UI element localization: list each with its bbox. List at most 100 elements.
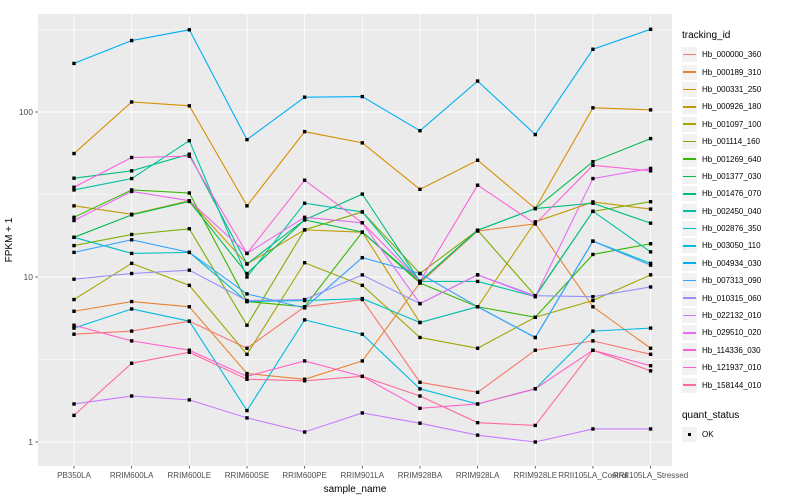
data-point [245,408,249,413]
data-point [72,243,76,248]
data-point [418,394,422,398]
data-point [129,169,134,173]
legend-item: Hb_007313_090 [682,272,798,289]
series-color-key [682,360,697,376]
data-point [418,320,422,325]
data-point [187,199,192,203]
data-point [648,199,653,204]
data-point [245,271,249,276]
data-point [418,380,422,385]
legend-item-label: Hb_002876_350 [702,224,762,234]
data-point [533,348,537,352]
ok-point-key [682,427,697,442]
series-color-key [682,151,697,167]
legend-item: Hb_000000_360 [682,46,798,63]
data-point [129,299,134,304]
data-point [360,273,364,277]
data-point [648,261,653,266]
series-color-key [682,64,697,80]
series-color-key [682,255,697,271]
legend-item-label: Hb_000189_310 [702,67,762,77]
data-point [648,250,653,254]
data-point [187,104,192,108]
data-point [475,273,480,277]
legend-item: Hb_000189_310 [682,63,798,80]
legend-item: Hb_001114_160 [682,133,798,150]
data-point [245,204,249,208]
data-point [360,221,364,225]
data-point [302,95,307,99]
data-point [475,183,480,187]
data-point [533,387,537,391]
data-point [360,230,364,234]
y-tick-label: 1 [28,437,33,447]
data-point [302,261,307,265]
data-point [591,239,595,243]
data-point [648,108,653,112]
legend-item: Hb_010315_060 [682,289,798,306]
data-point [245,292,249,296]
data-point [187,152,192,156]
data-point [72,413,76,418]
data-point [648,364,653,368]
legend-item-label: Hb_007313_090 [702,276,762,286]
data-point [533,335,537,340]
series-line-icon [683,332,696,334]
x-tick-label: RRIM600PE [282,471,326,480]
data-point [72,218,76,223]
data-point [475,346,480,350]
data-point [302,306,307,310]
data-point [591,47,595,51]
series-line-icon [683,366,696,369]
data-point [72,326,76,330]
data-point [648,242,653,246]
data-point [129,394,134,398]
series-color-key [682,377,697,393]
data-point [418,129,422,133]
data-point [475,420,480,425]
data-point [72,297,76,302]
data-point [72,309,76,313]
series-line-icon [683,123,696,125]
legend-item-label: Hb_022132_010 [702,311,762,321]
data-point [129,176,134,181]
data-point [591,305,595,309]
legend-item: Hb_114336_030 [682,342,798,359]
data-point [302,201,307,205]
series-color-key [682,47,697,63]
data-point [360,94,364,99]
data-point [245,346,249,350]
data-point [475,390,480,395]
legend-item-label: Hb_001377_030 [702,171,762,181]
data-point [72,402,76,406]
data-point [245,298,249,303]
data-point [245,275,249,279]
data-point [129,339,134,343]
data-point [591,201,595,205]
x-tick-label: RRII105LA_Control [558,471,628,480]
series-line-icon [683,140,696,143]
series-color-key [682,342,697,358]
data-point [360,296,364,301]
data-point [187,138,192,143]
data-point [360,359,364,363]
data-point [129,307,134,311]
data-point [245,377,249,381]
series-line-icon [683,71,696,73]
data-point [187,398,192,402]
x-tick-label: RRIM901LA [341,471,385,480]
data-point [533,423,537,428]
legend-item: Hb_003050_110 [682,237,798,254]
data-point [302,178,307,182]
data-point [648,346,653,350]
data-point [648,136,653,141]
data-point [591,348,595,352]
data-point [187,250,192,255]
x-tick-label: RRIM600LA [110,471,154,480]
legend-item: Hb_002450_040 [682,203,798,220]
data-point [72,204,76,208]
data-point [648,427,653,431]
data-point [302,379,307,383]
legend-item: Hb_029510_020 [682,324,798,341]
series-line-icon [683,262,696,265]
